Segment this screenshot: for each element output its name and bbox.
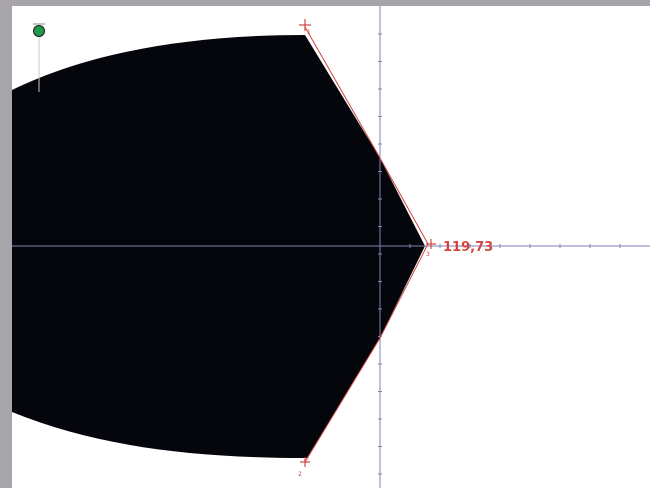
crosshair-icon: [300, 457, 310, 467]
pin-handle-icon[interactable]: [33, 23, 45, 92]
measurement-value: 119,73: [443, 240, 493, 255]
crosshair-icon: [426, 239, 436, 249]
vertex-label-1: 1: [307, 29, 311, 36]
top-frame-bar: [0, 0, 650, 6]
vertex-label-2: 2: [298, 471, 302, 478]
vertex-label-3: 3: [426, 251, 430, 258]
crosshair-icon: [299, 19, 311, 31]
vertex-marker-3[interactable]: 3: [426, 239, 436, 258]
axis-ticks: [378, 33, 621, 475]
vertex-marker-1[interactable]: 1: [299, 19, 311, 36]
vertex-marker-2[interactable]: 2: [298, 457, 310, 478]
left-frame-bar: [0, 0, 12, 488]
